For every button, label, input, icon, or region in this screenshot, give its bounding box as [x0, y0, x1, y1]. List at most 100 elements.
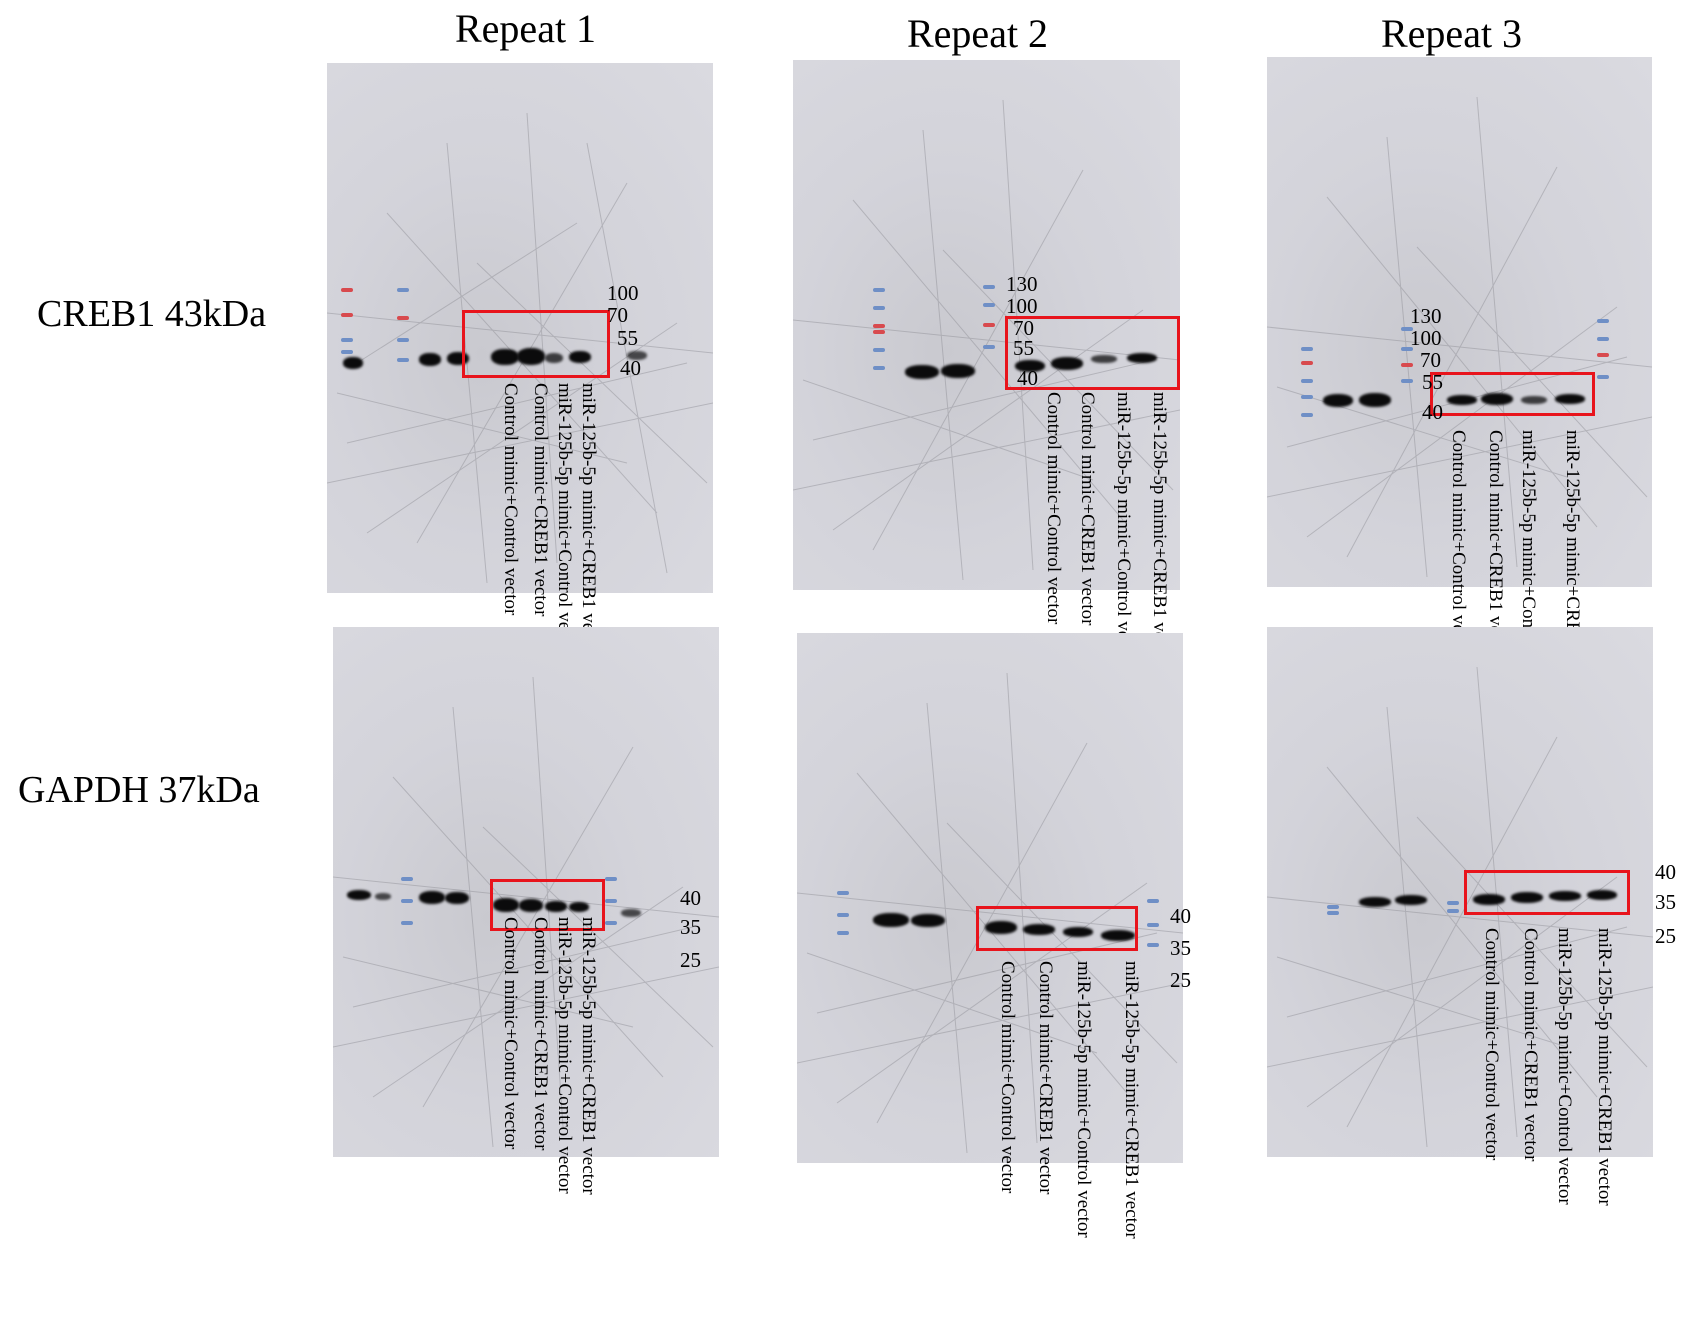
band [1323, 394, 1353, 407]
band [627, 351, 647, 360]
lane-label: miR-125b-5p mimic+Control vector [1113, 392, 1134, 669]
protein-ladder [397, 288, 409, 408]
marker-25: 25 [1655, 924, 1676, 948]
band [1587, 890, 1617, 900]
protein-ladder [1147, 899, 1159, 999]
membrane-scratches [793, 99, 1180, 581]
lane-label: miR-125b-5p mimic+CREB1 vector [578, 917, 599, 1195]
marker-70: 70 [1420, 348, 1441, 372]
gapdh-blot-repeat-1 [333, 627, 719, 1157]
marker-55: 55 [1013, 336, 1034, 360]
band [519, 899, 543, 912]
band [621, 909, 641, 917]
marker-130: 130 [1006, 272, 1038, 296]
marker-100: 100 [1410, 326, 1442, 350]
protein-ladder [837, 891, 849, 991]
lane-label: Control mimic+CREB1 vector [1520, 928, 1541, 1162]
band [873, 913, 909, 927]
marker-35: 35 [1655, 890, 1676, 914]
protein-ladder [1301, 347, 1313, 457]
gapdh-row-label: GAPDH 37kDa [18, 769, 260, 811]
band [1511, 892, 1543, 903]
marker-40: 40 [680, 886, 701, 910]
marker-40: 40 [1017, 366, 1038, 390]
repeat-3-title: Repeat 3 [1381, 11, 1523, 56]
band [1395, 895, 1427, 905]
band [1521, 396, 1547, 404]
lane-label: Control mimic+CREB1 vector [1035, 961, 1056, 1195]
band [343, 357, 363, 369]
band [375, 893, 391, 900]
band [1555, 394, 1585, 404]
band [569, 351, 591, 363]
band [1127, 353, 1157, 363]
marker-70: 70 [1013, 316, 1034, 340]
band [445, 892, 469, 904]
lane-label: Control mimic+CREB1 vector [530, 917, 551, 1151]
lane-label: Control mimic+CREB1 vector [1077, 392, 1098, 626]
highlight-box [490, 879, 605, 931]
band [1023, 924, 1055, 935]
highlight-box [976, 906, 1138, 951]
band [1473, 894, 1505, 905]
protein-ladder [1401, 327, 1413, 437]
marker-100: 100 [1006, 294, 1038, 318]
membrane-scratches [327, 112, 713, 584]
lane-label: Control mimic+Control vector [1481, 928, 1502, 1161]
lane-label: miR-125b-5p mimic+Control vector [554, 383, 575, 660]
marker-70: 70 [607, 303, 628, 327]
band [1063, 927, 1093, 937]
marker-100: 100 [607, 281, 639, 305]
band [905, 365, 939, 379]
protein-ladder [341, 288, 353, 408]
band [1091, 355, 1117, 363]
lane-label: Control mimic+Control vector [500, 383, 521, 616]
highlight-box [1430, 372, 1595, 416]
highlight-box [1005, 316, 1180, 390]
creb1-blot-repeat-1 [327, 63, 713, 593]
band [569, 902, 589, 912]
band [517, 348, 545, 365]
highlight-box [1464, 870, 1630, 915]
band [491, 349, 519, 365]
marker-25: 25 [680, 948, 701, 972]
band [911, 914, 945, 927]
lane-label: miR-125b-5p mimic+CREB1 vector [1121, 961, 1142, 1239]
lane-label: Control mimic+Control vector [997, 961, 1018, 1194]
lane-label: Control mimic+CREB1 vector [530, 383, 551, 617]
marker-35: 35 [680, 915, 701, 939]
gapdh-blot-repeat-3 [1267, 627, 1653, 1157]
lane-label: miR-125b-5p mimic+Control vector [554, 917, 575, 1194]
band [347, 890, 371, 900]
marker-55: 55 [617, 326, 638, 350]
band [1101, 930, 1135, 941]
protein-ladder [1597, 319, 1609, 429]
marker-130: 130 [1410, 304, 1442, 328]
band [1359, 897, 1391, 907]
protein-ladder [1327, 905, 1339, 985]
marker-40: 40 [1170, 904, 1191, 928]
band [1447, 395, 1477, 405]
lane-label: miR-125b-5p mimic+Control vector [1554, 928, 1575, 1205]
band [1549, 891, 1581, 901]
band [493, 898, 519, 912]
band [545, 353, 563, 363]
creb1-row-label: CREB1 43kDa [37, 293, 267, 335]
protein-ladder [1447, 901, 1459, 981]
band [419, 891, 445, 904]
marker-25: 25 [1170, 968, 1191, 992]
band [545, 901, 567, 912]
repeat-2-title: Repeat 2 [907, 11, 1049, 56]
band [941, 364, 975, 378]
creb1-blot-repeat-3 [1267, 57, 1652, 587]
protein-ladder [401, 877, 413, 977]
protein-ladder [605, 877, 617, 977]
protein-ladder [873, 288, 885, 398]
band [419, 353, 441, 366]
lane-label: Control mimic+Control vector [1043, 392, 1064, 625]
highlight-box [462, 310, 610, 378]
marker-55: 55 [1422, 370, 1443, 394]
repeat-1-title: Repeat 1 [455, 6, 597, 51]
creb1-blot-repeat-2 [793, 60, 1180, 590]
